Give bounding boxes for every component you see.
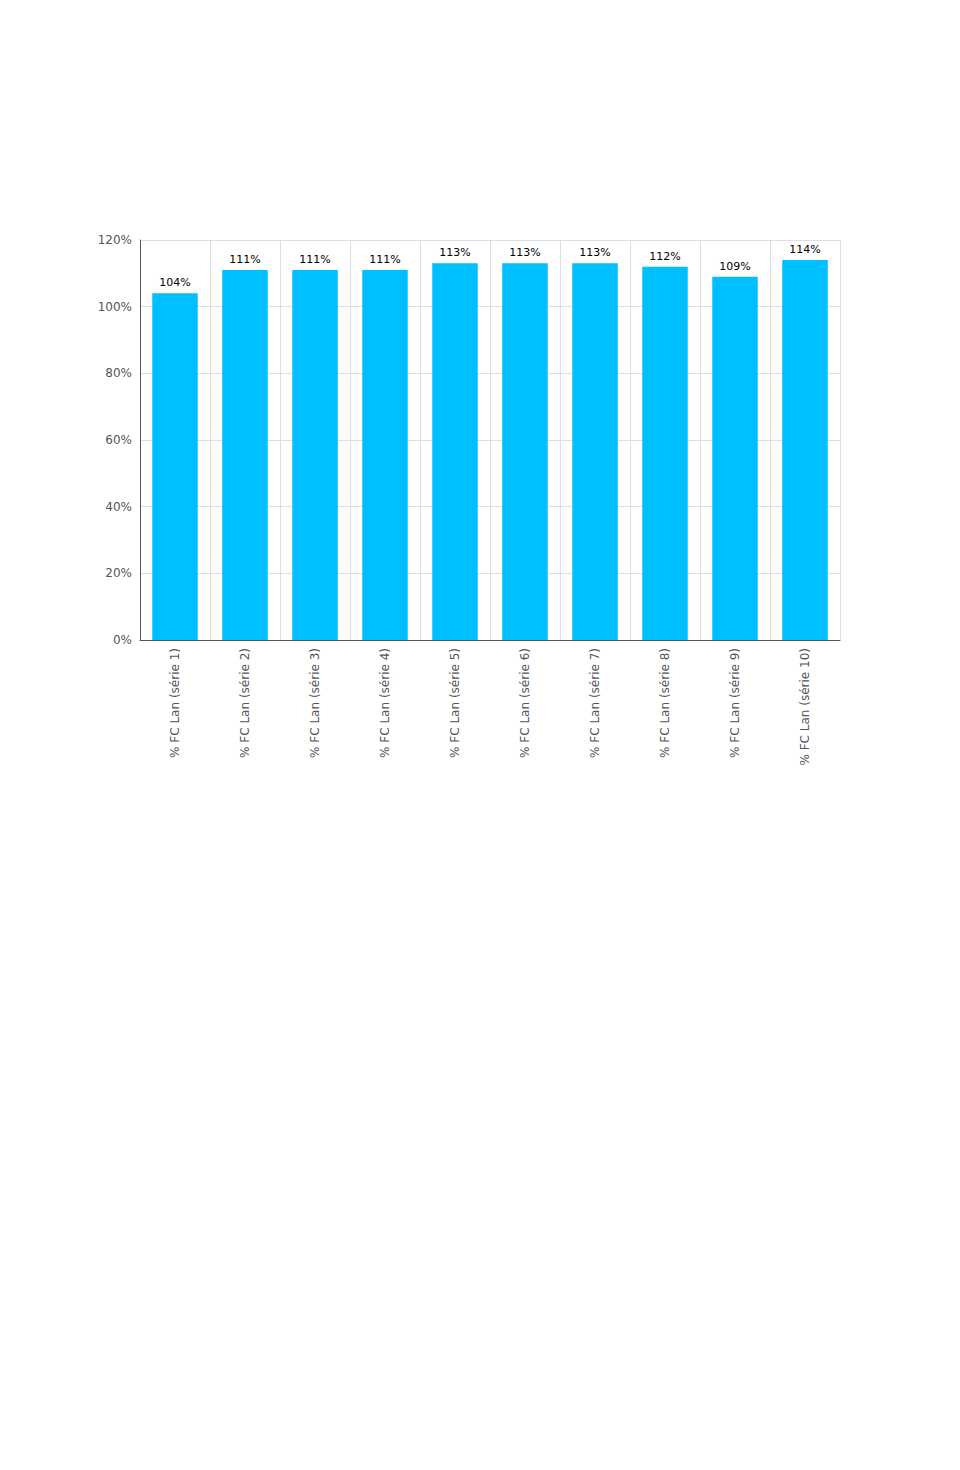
svg-text:% FC Lan (série 4): % FC Lan (série 4)	[378, 648, 392, 758]
svg-text:% FC Lan (série 7): % FC Lan (série 7)	[588, 648, 602, 758]
svg-text:% FC Lan (série 8): % FC Lan (série 8)	[658, 648, 672, 758]
svg-text:% FC Lan (série 3): % FC Lan (série 3)	[308, 648, 322, 758]
svg-text:111%: 111%	[299, 253, 330, 266]
svg-text:113%: 113%	[509, 246, 540, 259]
svg-text:60%: 60%	[105, 433, 132, 447]
svg-text:% FC Lan (série 6): % FC Lan (série 6)	[518, 648, 532, 758]
svg-text:80%: 80%	[105, 366, 132, 380]
svg-text:114%: 114%	[789, 243, 820, 256]
svg-text:113%: 113%	[579, 246, 610, 259]
svg-text:104%: 104%	[159, 276, 190, 289]
svg-text:113%: 113%	[439, 246, 470, 259]
svg-text:20%: 20%	[105, 566, 132, 580]
svg-text:% FC Lan (série 10): % FC Lan (série 10)	[798, 648, 812, 766]
svg-text:100%: 100%	[98, 300, 132, 314]
svg-text:120%: 120%	[98, 233, 132, 247]
svg-text:111%: 111%	[369, 253, 400, 266]
svg-text:111%: 111%	[229, 253, 260, 266]
svg-text:109%: 109%	[719, 260, 750, 273]
svg-text:% FC Lan (série 5): % FC Lan (série 5)	[448, 648, 462, 758]
svg-text:112%: 112%	[649, 250, 680, 263]
svg-text:% FC Lan (série 9): % FC Lan (série 9)	[728, 648, 742, 758]
svg-text:0%: 0%	[113, 633, 132, 647]
svg-text:% FC Lan (série 2): % FC Lan (série 2)	[238, 648, 252, 758]
svg-text:40%: 40%	[105, 500, 132, 514]
svg-text:% FC Lan (série 1): % FC Lan (série 1)	[168, 648, 182, 758]
